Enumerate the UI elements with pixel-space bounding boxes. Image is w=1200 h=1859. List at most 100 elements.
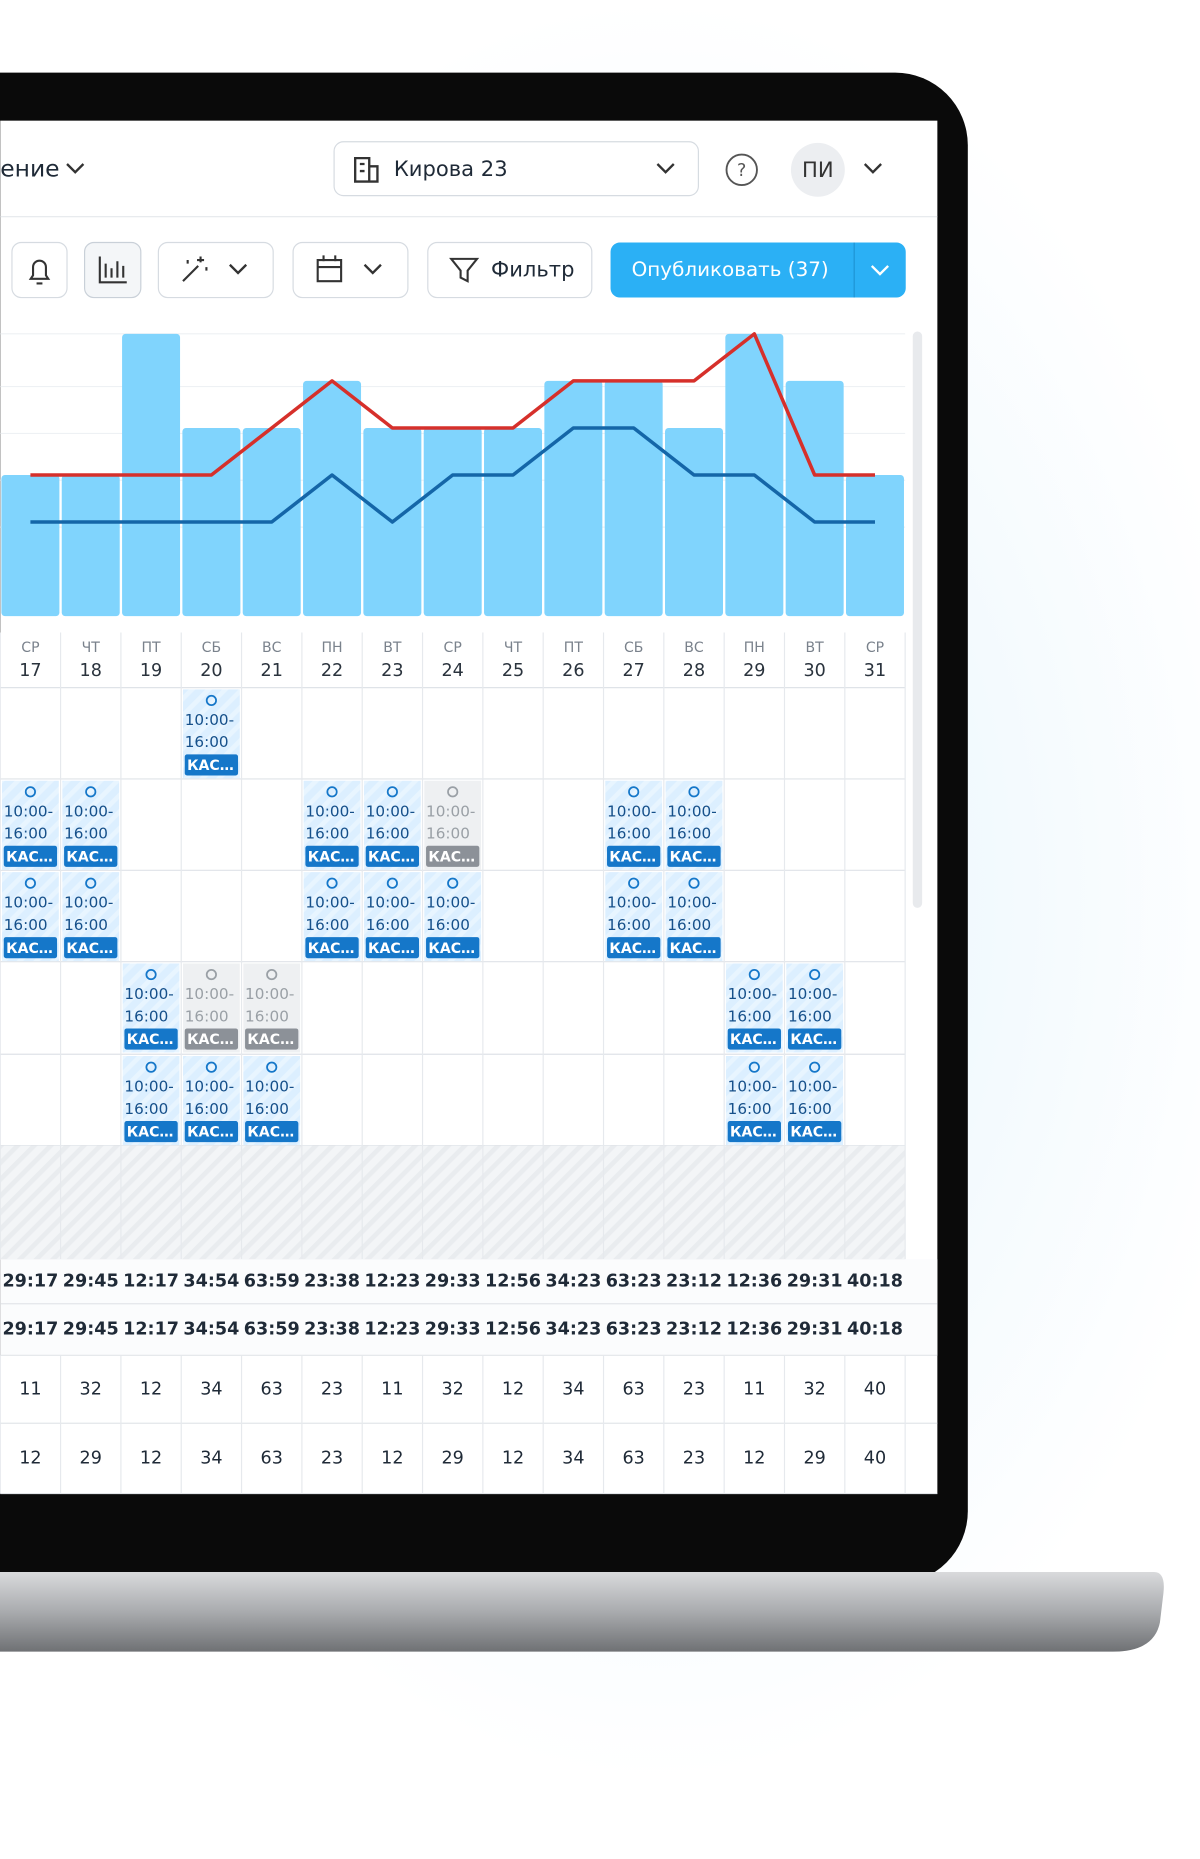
help-icon: ? [737, 161, 746, 181]
shift-end: 16:00 [64, 825, 108, 843]
shift-start: 10:00- [728, 985, 777, 1003]
total: 12:23 [364, 1320, 420, 1340]
status-icon [447, 877, 459, 889]
status-icon [386, 786, 398, 798]
role-label: КАС… [187, 1032, 234, 1048]
laptop-base [0, 1572, 1164, 1652]
total: 34 [562, 1379, 584, 1399]
shift-start: 10:00- [245, 985, 294, 1003]
shift-end: 16:00 [366, 825, 410, 843]
building-icon [354, 156, 379, 183]
location-select[interactable] [333, 141, 699, 197]
role-label: КАС… [368, 849, 415, 865]
total: 29:17 [2, 1272, 58, 1292]
total: 23 [321, 1379, 343, 1399]
section-title[interactable]: ение [0, 154, 59, 182]
weekday: СР [866, 640, 884, 656]
line-series [30, 332, 875, 477]
total: 23 [683, 1448, 705, 1468]
role-badge [184, 1028, 239, 1050]
role-badge [426, 937, 480, 959]
status-icon [266, 969, 278, 981]
shift-start: 10:00- [124, 985, 173, 1003]
chevron[interactable] [870, 265, 889, 276]
status-icon [688, 877, 700, 889]
total: 29:45 [63, 1320, 119, 1340]
total: 12 [381, 1448, 403, 1468]
total: 23:12 [666, 1272, 722, 1292]
bar [785, 380, 844, 617]
scrollbar[interactable] [912, 331, 923, 908]
schedule: СР 17 ЧТ 18 ПТ 19 СБ 20 ВС 21 ПН 22 ВТ 23 СР 24 ЧТ 25 ПТ 26… [0, 332, 938, 1495]
shift-end: 16:00 [366, 916, 410, 934]
total: 12:56 [485, 1320, 541, 1340]
role-badge [124, 1028, 178, 1050]
date: 27 [622, 661, 644, 681]
total: 63 [261, 1448, 283, 1468]
publish-label: Опубликовать (37) [632, 258, 829, 281]
date: 20 [200, 661, 222, 681]
role-label: КАС… [247, 1125, 294, 1141]
publish-button[interactable] [610, 242, 906, 298]
total: 63:23 [606, 1272, 662, 1292]
total: 12 [140, 1448, 162, 1468]
date: 29 [743, 661, 765, 681]
shift-end: 16:00 [245, 1007, 289, 1025]
date-button[interactable] [292, 241, 409, 299]
bar [665, 427, 723, 617]
role-badge [607, 937, 661, 959]
role-label: КАС… [66, 941, 113, 957]
filter-button[interactable] [427, 241, 593, 299]
role-label: КАС… [609, 849, 656, 865]
bar [61, 474, 120, 617]
bell-button[interactable] [11, 241, 68, 299]
weekday: ВС [262, 640, 282, 656]
shift-start: 10:00- [64, 802, 113, 820]
avatar[interactable] [790, 142, 845, 197]
weekday: СР [444, 640, 462, 656]
shift-end: 16:00 [124, 1007, 168, 1025]
shift-end: 16:00 [124, 1100, 168, 1118]
shift-end: 16:00 [4, 916, 48, 934]
chevron [656, 163, 675, 174]
shift-start: 10:00- [788, 1078, 837, 1096]
role-label: КАС… [790, 1125, 837, 1141]
chevron[interactable] [863, 163, 882, 174]
role-badge [788, 1121, 842, 1143]
total: 12 [19, 1448, 41, 1468]
status-icon [628, 877, 640, 889]
total: 29 [803, 1448, 825, 1468]
total: 11 [381, 1379, 403, 1399]
role-label: КАС… [187, 758, 234, 774]
shift-end: 16:00 [185, 1100, 229, 1118]
shift-end: 16:00 [607, 916, 651, 934]
total: 12:36 [726, 1272, 782, 1292]
shift-end: 16:00 [667, 825, 711, 843]
total: 12:56 [485, 1272, 541, 1292]
role-label: КАС… [247, 1032, 294, 1048]
shift-end: 16:00 [4, 825, 48, 843]
shift-start: 10:00- [64, 894, 113, 912]
shift-start: 10:00- [607, 894, 656, 912]
chart-button[interactable] [84, 241, 142, 299]
shift-start: 10:00- [4, 894, 53, 912]
shift-start: 10:00- [245, 1078, 294, 1096]
bar [845, 474, 904, 617]
role-badge [3, 937, 58, 959]
total: 40:18 [847, 1320, 903, 1340]
shift-end: 16:00 [788, 1007, 832, 1025]
auto-button[interactable] [157, 241, 274, 299]
role-badge [245, 1121, 299, 1143]
role-badge [788, 1028, 842, 1050]
total: 11 [743, 1379, 765, 1399]
total: 23:12 [666, 1320, 722, 1340]
shift-start: 10:00- [426, 894, 475, 912]
role-badge [365, 937, 420, 959]
total: 11 [19, 1379, 41, 1399]
total: 63:23 [606, 1320, 662, 1340]
weekday: ПН [744, 640, 765, 656]
role-badge [305, 845, 359, 867]
help-button[interactable] [725, 153, 758, 187]
total: 63:59 [244, 1320, 300, 1340]
line-series [30, 426, 875, 524]
